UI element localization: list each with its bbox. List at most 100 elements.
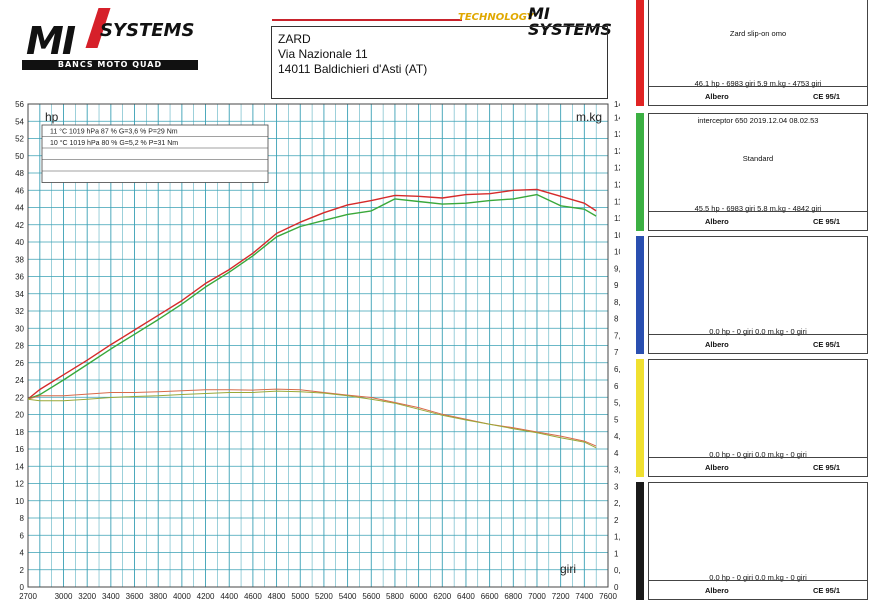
x-tick-label: 5400 (339, 592, 357, 601)
run-footer: Albero CE 95/1 (649, 211, 867, 231)
conditions-row: 10 °C 1019 hPa 80 % G=5,2 % P=31 Nm (50, 139, 178, 147)
series-line-3 (27, 388, 597, 447)
plot-frame (27, 103, 609, 588)
address-box: ZARD Via Nazionale 11 14011 Baldichieri … (271, 26, 608, 99)
y-tick-label: 40 (15, 238, 24, 247)
y-tick-label: 36 (15, 273, 24, 282)
y2-tick-label: 12 (614, 181, 620, 190)
run-footer: Albero CE 95/1 (649, 86, 867, 106)
y-tick-label: 0 (20, 583, 25, 592)
y2-tick-label: 5 (614, 415, 619, 424)
y-tick-label: 56 (15, 100, 24, 109)
series-line-1 (27, 188, 597, 400)
run-color-bar (636, 236, 644, 354)
y-tick-label: 6 (20, 531, 25, 540)
y2-tick-label: 7,5 (614, 331, 620, 340)
x-tick-label: 7200 (552, 592, 570, 601)
x-tick-label: 4200 (197, 592, 215, 601)
y-tick-label: 14 (15, 462, 24, 471)
y2-tick-label: 6,5 (614, 365, 620, 374)
y2-tick-label: 3 (614, 482, 619, 491)
run-standard: CE 95/1 (813, 217, 841, 226)
brand-logo: MI SYSTEMS BANCS MOTO QUAD (22, 8, 200, 72)
y2-tick-label: 7 (614, 348, 619, 357)
y-tick-label: 12 (15, 480, 24, 489)
run-footer: Albero CE 95/1 (649, 580, 867, 600)
run-standard: CE 95/1 (813, 340, 841, 349)
y2-tick-label: 1,5 (614, 533, 620, 542)
x-tick-label: 7400 (575, 592, 593, 601)
x-tick-label: 5600 (362, 592, 380, 601)
address-street: Via Nazionale 11 (278, 47, 368, 61)
series-line-4 (27, 390, 597, 449)
x-axis-label: giri (560, 562, 576, 576)
run-mode: Albero (705, 217, 729, 226)
y2-tick-label: 11 (614, 214, 620, 223)
run-color-bar (636, 359, 644, 477)
y2-tick-label: 1 (614, 549, 619, 558)
series-line-2 (27, 193, 597, 400)
x-tick-label: 3600 (126, 592, 144, 601)
y2-tick-label: 11,5 (614, 197, 620, 206)
run-values: 46,1 hp - 6983 giri 5,9 m.kg - 4753 giri (694, 79, 822, 88)
y2-tick-label: 10 (614, 248, 620, 257)
run-description: Standard (742, 154, 774, 163)
run-title (649, 237, 867, 239)
y-tick-label: 8 (20, 514, 25, 523)
y2-tick-label: 4,5 (614, 432, 620, 441)
run-divider (649, 457, 867, 458)
y-tick-label: 24 (15, 376, 24, 385)
y2-tick-label: 8 (614, 315, 619, 324)
y2-axis-label: m.kg (576, 110, 602, 124)
y2-tick-label: 12,5 (614, 164, 620, 173)
conditions-row: 11 °C 1019 hPa 87 % G=3,6 % P=29 Nm (50, 128, 178, 136)
run-mode: Albero (705, 92, 729, 101)
run-info-box: 0,0 hp - 0 giri 0,0 m.kg - 0 giri Albero C… (648, 236, 868, 354)
y-tick-label: 18 (15, 428, 24, 437)
address-city: 14011 Baldichieri d'Asti (AT) (278, 62, 428, 76)
run-info-box: interceptor 650 2019.12.04 07.57.32Zard … (648, 0, 868, 106)
y-tick-label: 22 (15, 393, 24, 402)
y-tick-label: 52 (15, 135, 24, 144)
technology-logo: MI SYSTEMS (528, 4, 612, 39)
y-tick-label: 34 (15, 290, 24, 299)
run-title: interceptor 650 2019.12.04 08.02.53 (697, 116, 819, 125)
run-mode: Albero (705, 586, 729, 595)
run-panel: interceptor 650 2019.12.04 08.02.53 Stand… (620, 113, 868, 231)
conditions-box (41, 124, 269, 183)
x-tick-label: 3000 (55, 592, 73, 601)
y2-tick-label: 14,4 (614, 100, 620, 109)
y2-tick-label: 13,5 (614, 130, 620, 139)
x-tick-label: 7000 (528, 592, 546, 601)
x-tick-label: 3800 (149, 592, 167, 601)
y-tick-label: 50 (15, 152, 24, 161)
run-values: 45,5 hp - 6983 giri 5,8 m.kg - 4842 giri (694, 204, 822, 213)
run-footer: Albero CE 95/1 (649, 457, 867, 477)
run-color-bar (636, 482, 644, 600)
y2-tick-label: 2 (614, 516, 619, 525)
run-panel: 0,0 hp - 0 giri 0,0 m.kg - 0 giri Albero C… (620, 359, 868, 477)
y-tick-label: 16 (15, 445, 24, 454)
y-tick-label: 32 (15, 307, 24, 316)
run-footer: Albero CE 95/1 (649, 334, 867, 354)
address-name: ZARD (278, 32, 311, 46)
logo-mark: MI (26, 19, 76, 63)
x-tick-label: 6200 (433, 592, 451, 601)
y2-tick-label: 2,5 (614, 499, 620, 508)
x-tick-label: 2700 (19, 592, 37, 601)
y-tick-label: 4 (20, 549, 25, 558)
y-tick-label: 48 (15, 169, 24, 178)
y-tick-label: 30 (15, 324, 24, 333)
run-info-box: 0,0 hp - 0 giri 0,0 m.kg - 0 giri Albero C… (648, 359, 868, 477)
run-standard: CE 95/1 (813, 586, 841, 595)
technology-banner: TECHNOLOGY MI SYSTEMS (272, 6, 620, 38)
y2-tick-label: 6 (614, 382, 619, 391)
run-title (649, 360, 867, 362)
x-tick-label: 5000 (291, 592, 309, 601)
run-mode: Albero (705, 340, 729, 349)
run-panel: 0,0 hp - 0 giri 0,0 m.kg - 0 giri Albero C… (620, 236, 868, 354)
y-tick-label: 44 (15, 204, 24, 213)
y-tick-label: 54 (15, 117, 24, 126)
run-color-bar (636, 0, 644, 106)
run-info-box: interceptor 650 2019.12.04 08.02.53 Stand… (648, 113, 868, 231)
